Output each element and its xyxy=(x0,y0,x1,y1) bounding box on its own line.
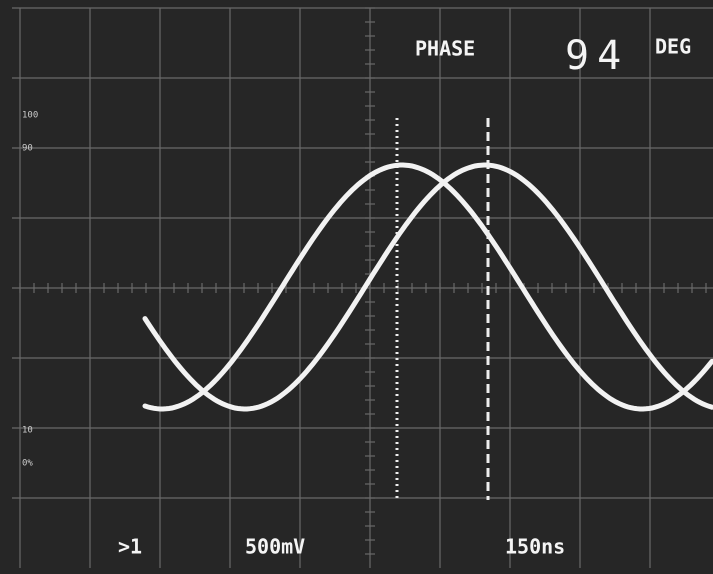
time-per-div: 150ns xyxy=(505,535,565,559)
oscilloscope-screen: PHASE 94 DEG 100 90 10 0% >1 500mV 150ns xyxy=(0,0,713,574)
scale-label: 10 xyxy=(22,426,33,436)
phase-unit: DEG xyxy=(655,35,691,59)
probe-setting: >1 xyxy=(118,535,142,559)
scale-label: 0% xyxy=(22,459,33,469)
scale-label: 90 xyxy=(22,144,33,154)
phase-value: 94 xyxy=(565,33,629,79)
volts-per-div: 500mV xyxy=(245,535,305,559)
phase-label: PHASE xyxy=(415,37,475,61)
scale-label: 100 xyxy=(22,111,38,121)
